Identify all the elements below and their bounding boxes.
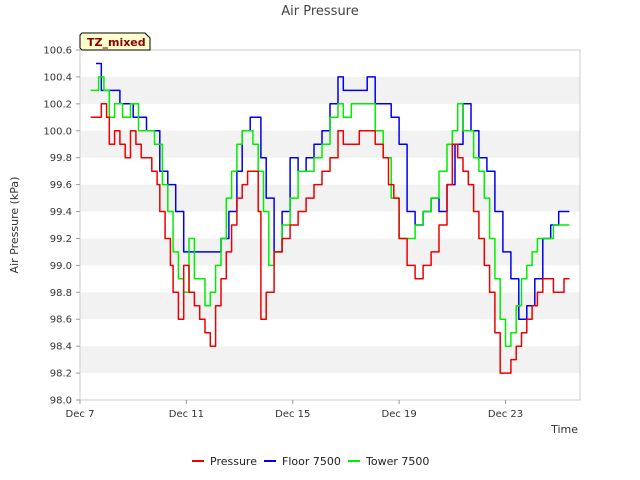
x-tick-label: Dec 11 (169, 409, 204, 420)
badge-label: TZ_mixed (87, 36, 146, 49)
legend: Pressure Floor 7500 Tower 7500 (192, 455, 429, 468)
series-line-pressure (90, 103, 570, 374)
y-tick-label: 100.2 (43, 99, 72, 110)
y-axis-title: Air Pressure (kPa) (8, 177, 21, 274)
plot-frame (79, 49, 581, 401)
badge: TZ_mixed (79, 32, 151, 51)
series-group (90, 62, 570, 374)
legend-label: Tower 7500 (365, 455, 429, 468)
x-tick-label: Dec 7 (66, 409, 95, 420)
y-tick-label: 99.8 (50, 153, 72, 164)
grid-band (80, 238, 580, 266)
legend-label: Floor 7500 (282, 455, 341, 468)
y-tick-label: 99.4 (50, 207, 72, 218)
grid-band (80, 292, 580, 320)
y-tick-label: 98.2 (50, 369, 72, 380)
badge-box (79, 32, 151, 51)
x-axis-ticks: Dec 7 Dec 11 Dec 15 Dec 19 Dec 23 (66, 400, 523, 420)
y-tick-label: 100.0 (43, 126, 72, 137)
x-tick-label: Dec 23 (488, 409, 523, 420)
x-tick-label: Dec 15 (275, 409, 310, 420)
legend-label: Pressure (210, 455, 257, 468)
y-axis-ticks: 98.0 98.2 98.4 98.6 98.8 99.0 99.2 99.4 99.6 99.8… (43, 46, 80, 407)
chart-title: Air Pressure (281, 4, 359, 19)
y-tick-label: 100.4 (43, 72, 72, 83)
y-tick-label: 99.0 (50, 261, 72, 272)
x-axis-title: Time (550, 423, 578, 436)
y-tick-label: 98.0 (50, 396, 72, 407)
series-line-floor-7500 (96, 62, 570, 320)
series-line-tower-7500 (90, 76, 570, 347)
grid-band (80, 76, 580, 104)
grid-band (80, 184, 580, 212)
y-tick-label: 98.8 (50, 288, 72, 299)
y-tick-label: 99.2 (50, 234, 72, 245)
x-tick-label: Dec 19 (382, 409, 417, 420)
y-tick-label: 98.6 (50, 315, 72, 326)
y-tick-label: 99.6 (50, 180, 72, 191)
y-tick-label: 98.4 (50, 342, 72, 353)
y-tick-label: 100.6 (43, 46, 72, 57)
grid-band (80, 346, 580, 374)
